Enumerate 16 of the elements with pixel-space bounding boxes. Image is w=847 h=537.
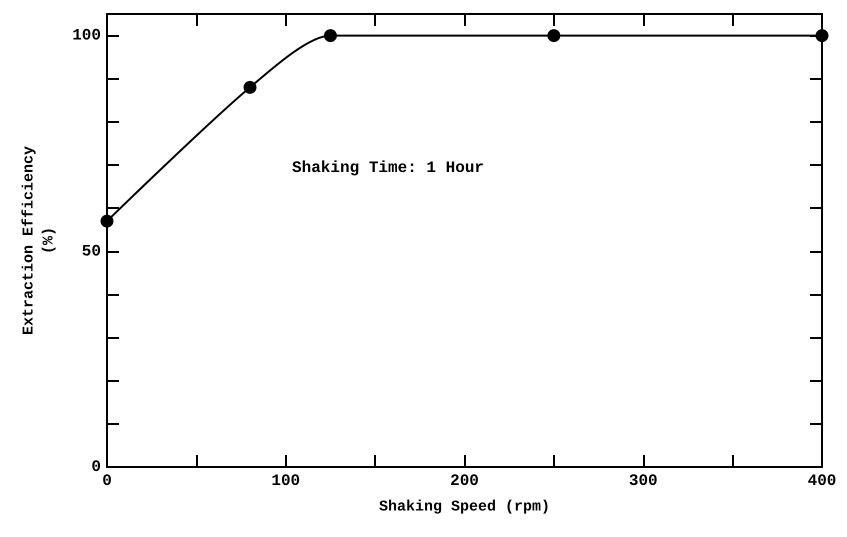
point (324, 29, 337, 42)
x-tick-label: 200 (450, 472, 479, 490)
point (244, 80, 256, 94)
x-tick-label: 100 (271, 472, 300, 490)
annotation: Shaking Time: 1 Hour (292, 159, 484, 177)
x-tick-label: 0 (102, 472, 112, 490)
y-tick-label: 100 (72, 26, 101, 45)
point (100, 214, 114, 228)
x-axis-title: Shaking Speed (rpm) (378, 498, 550, 516)
y-tick-label: 0 (91, 458, 101, 476)
point (816, 29, 828, 42)
y-tick-label: 50 (82, 242, 101, 260)
x-tick-label: 300 (628, 472, 658, 490)
y-axis-title: Extraction Efficiency (%) (20, 146, 58, 336)
point (547, 29, 560, 42)
x-tick-label: 400 (808, 472, 836, 490)
